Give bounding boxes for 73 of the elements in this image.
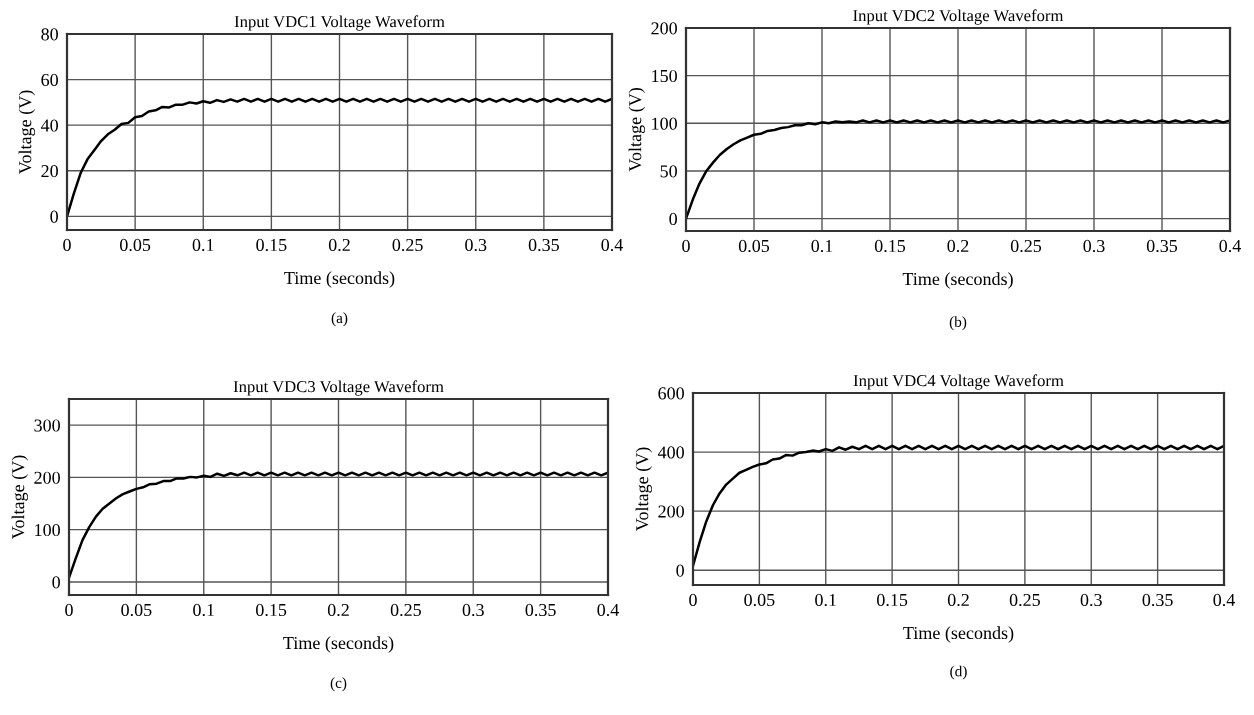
x-tick-label: 0.25: [390, 603, 421, 617]
x-tick-label: 0.05: [121, 603, 152, 617]
y-tick-label: 50: [660, 165, 677, 178]
x-axis-title: Time (seconds): [903, 626, 1014, 643]
y-tick-label: 0: [676, 564, 684, 577]
x-tick-label: 0.15: [256, 603, 287, 617]
line-series: [67, 97, 612, 218]
y-axis-title: Voltage (V): [635, 447, 653, 531]
x-tick-label: 0.1: [192, 238, 214, 252]
x-tick-label: 0.2: [947, 239, 969, 253]
text: (a): [331, 312, 348, 327]
x-axis-title: Time (seconds): [283, 636, 394, 653]
x-tick-label: 0.15: [877, 593, 908, 607]
y-tick-label: 200: [34, 471, 60, 484]
chart-title: Input VDC1 Voltage Waveform: [234, 15, 445, 31]
x-tick-label: 0: [65, 603, 73, 617]
line-series: [693, 444, 1224, 568]
x-tick-label: 0.35: [525, 603, 556, 617]
x-tick-label: 0: [689, 593, 697, 607]
text: (d): [950, 665, 967, 680]
x-tick-label: 0.2: [328, 238, 350, 252]
x-tick-label: 0.2: [947, 593, 969, 607]
chart-title: Input VDC2 Voltage Waveform: [853, 9, 1064, 25]
text: (b): [949, 316, 967, 331]
x-tick-label: 0.3: [462, 603, 484, 617]
x-tick-label: 0.1: [193, 603, 214, 617]
text: (c): [330, 677, 347, 692]
line-series: [69, 471, 608, 579]
y-tick-label: 100: [35, 523, 60, 537]
x-tick-label: 0.35: [528, 238, 559, 252]
x-tick-label: 0.05: [744, 593, 775, 607]
x-tick-label: 0.4: [1219, 239, 1241, 253]
x-axis-title: Time (seconds): [284, 271, 395, 288]
x-tick-label: 0.15: [256, 238, 287, 252]
y-tick-label: 60: [41, 73, 58, 87]
x-tick-label: 0.05: [738, 239, 770, 253]
y-tick-label: 200: [651, 22, 677, 35]
x-tick-label: 0.25: [1010, 239, 1042, 253]
x-tick-label: 0.15: [874, 239, 906, 253]
x-tick-label: 0.3: [465, 238, 487, 252]
x-tick-label: 0.1: [815, 593, 836, 607]
y-axis-title: Voltage (V): [18, 90, 36, 174]
x-tick-label: 0.25: [1009, 593, 1040, 607]
chart-title: Input VDC3 Voltage Waveform: [233, 380, 444, 396]
x-tick-label: 0.35: [1142, 593, 1173, 607]
x-tick-label: 0: [63, 238, 71, 252]
x-tick-label: 0.3: [1080, 593, 1102, 607]
x-tick-label: 0.2: [327, 603, 349, 617]
line-series: [686, 119, 1230, 220]
y-tick-label: 400: [657, 446, 684, 459]
y-axis-title: Voltage (V): [628, 88, 646, 172]
x-axis-title: Time (seconds): [902, 272, 1013, 289]
y-tick-label: 0: [669, 212, 677, 226]
y-tick-label: 0: [52, 576, 60, 589]
chart-title: Input VDC4 Voltage Waveform: [853, 374, 1064, 390]
x-tick-label: 0.4: [1213, 593, 1235, 607]
x-tick-label: 0.3: [1083, 239, 1105, 253]
y-tick-label: 200: [658, 505, 684, 518]
x-tick-label: 0.4: [597, 603, 619, 617]
y-tick-label: 20: [41, 165, 58, 178]
y-tick-label: 80: [41, 28, 58, 41]
y-tick-label: 600: [658, 387, 684, 400]
x-tick-label: 0.25: [392, 238, 423, 252]
y-tick-label: 300: [34, 419, 60, 432]
x-tick-label: 0.35: [1146, 239, 1178, 253]
y-tick-label: 150: [652, 69, 677, 83]
y-tick-label: 0: [50, 210, 58, 223]
x-tick-label: 0.1: [811, 239, 833, 253]
y-tick-label: 40: [40, 119, 58, 132]
x-tick-label: 0.05: [120, 238, 151, 252]
y-axis-title: Voltage (V): [11, 455, 29, 539]
y-tick-label: 100: [652, 117, 677, 130]
x-tick-label: 0.4: [601, 238, 623, 252]
